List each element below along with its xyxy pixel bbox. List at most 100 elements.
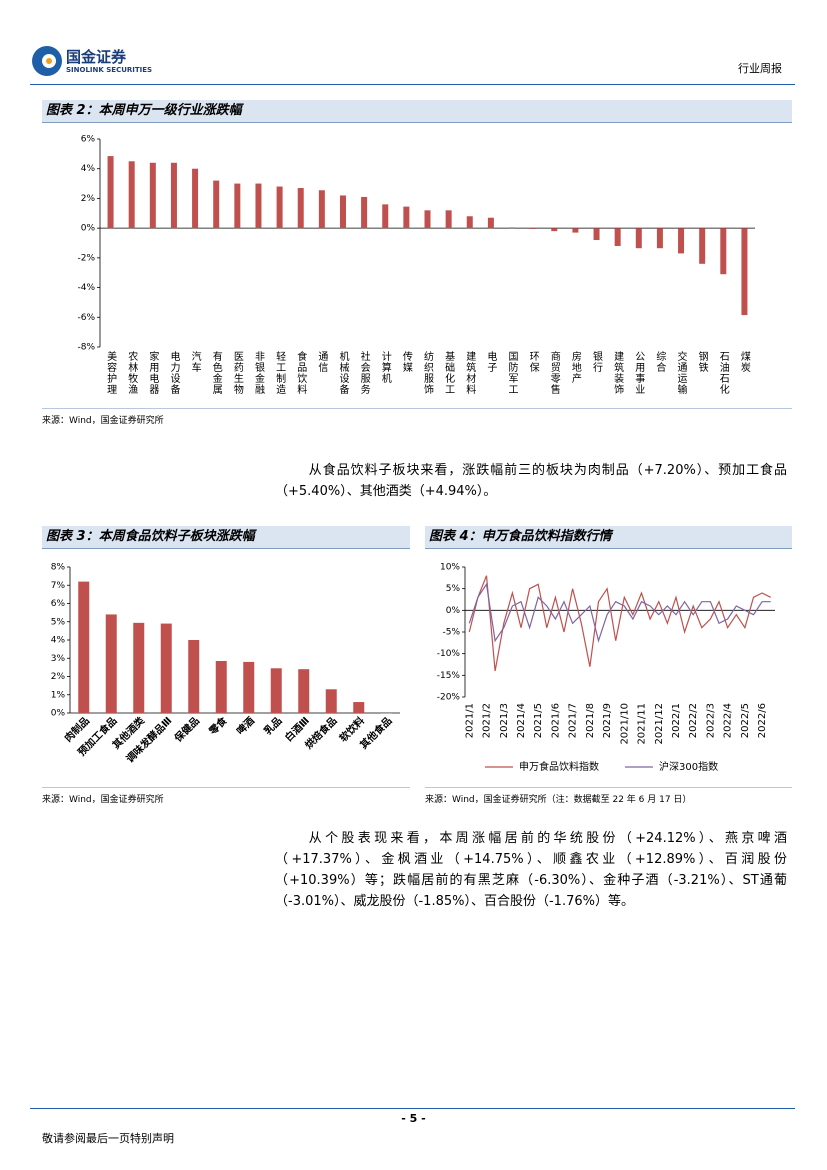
bar [170,162,177,229]
bar [149,162,156,229]
x-tick-label: 2021/5 [533,703,544,738]
x-tick-label: 交通运输 [675,350,687,395]
footer-line [30,1108,795,1109]
x-tick-label: 农林牧渔 [126,350,138,395]
x-tick-label: 2021/3 [499,703,510,738]
disclaimer: 敬请参阅最后一页特别声明 [42,1132,174,1145]
bar [107,156,114,229]
bar [234,183,241,229]
x-tick-label: 银行 [591,350,603,373]
x-tick-label: 保健品 [171,714,202,745]
x-tick-label: 房地产 [569,350,581,384]
x-tick-label: 食品饮料 [295,350,307,395]
x-tick-label: 国防军工 [506,351,518,395]
y-tick-label: 1% [51,690,66,700]
x-tick-label: 2021/7 [568,703,579,738]
x-tick-label: 2021/1 [464,703,475,738]
x-tick-label: 2022/2 [688,703,699,738]
x-tick-label: 2022/6 [757,703,768,738]
bar [699,228,706,264]
y-tick-label: 6% [81,135,96,145]
bar [741,228,748,316]
bar [243,661,255,713]
chart: -8% -6% -4% -2% 0% 2% 4% 6% 美容护理 农林牧渔 家用电器 电力设备 汽车 有色… [77,135,755,395]
x-tick-label: 调味发酵品Ⅲ [123,714,174,765]
legend-label: 申万食品饮料指数 [519,760,599,773]
bar [276,186,283,229]
x-tick-label: 2021/12 [654,703,665,745]
bar [380,713,392,714]
y-tick-label: 2% [81,194,96,204]
x-tick-label: 2021/10 [619,703,630,745]
figure-source: 来源：Wind，国金证券研究所 [42,787,410,805]
x-tick-label: 美容护理 [105,350,117,395]
company-en: SINOLINK SECURITIES [66,66,153,74]
x-tick-label: 医药生物 [231,351,243,395]
x-tick-label: 通信 [316,351,328,373]
x-tick-label: 传媒 [400,351,412,373]
y-tick-label: -15% [437,671,461,681]
x-tick-label: 机械设备 [337,350,349,395]
x-tick-label: 建筑装饰 [612,350,624,395]
bar [424,210,431,229]
bar [656,228,663,249]
x-tick-label: 2022/3 [705,703,716,738]
y-tick-label: -5% [442,628,460,638]
y-tick-label: 3% [51,654,66,664]
x-tick-label: 非银金融 [252,351,264,395]
x-tick-label: 基础化工 [443,350,455,395]
y-tick-label: 6% [51,599,66,609]
y-tick-label: 0% [81,224,96,234]
bar [318,190,325,229]
bar [445,210,452,229]
y-tick-label: -8% [77,343,95,353]
y-tick-label: 5% [51,617,66,627]
x-tick-label: 石油石化 [717,351,729,395]
x-tick-label: 2021/6 [550,703,561,738]
y-tick-label: 8% [51,563,66,573]
bar [635,228,642,249]
bar [678,228,685,254]
y-tick-label: 4% [81,164,96,174]
bar [720,228,727,275]
y-tick-label: 0% [51,709,66,719]
x-tick-label: 乳品 [261,714,284,737]
bar [530,228,537,229]
y-tick-label: 7% [51,581,66,591]
page-number: - 5 - [401,1112,426,1125]
y-tick-label: -4% [77,283,95,293]
bar [78,581,90,713]
x-tick-label: 2021/8 [585,703,596,738]
bar [160,623,172,713]
y-tick-label: -10% [437,649,461,659]
chart: 0%1%2%3%4%5%6%7%8%肉制品预加工食品其他酒类调味发酵品Ⅲ保健品零… [51,563,400,765]
y-tick-label: -6% [77,313,95,323]
bar [128,161,135,229]
x-tick-label: 2022/4 [723,703,734,738]
x-tick-label: 电力设备 [168,350,180,395]
x-tick-label: 计算机 [379,350,391,384]
bar [509,227,516,229]
x-tick-label: 汽车 [189,350,201,373]
bar [298,669,310,713]
x-tick-label: 社会服务 [358,350,370,395]
figure-title: 图表 4：申万食品饮料指数行情 [425,526,792,549]
paragraph: 从食品饮料子板块来看，涨跌幅前三的板块为肉制品（+7.20%）、预加工食品（+5… [275,463,787,499]
x-tick-label: 2022/5 [740,703,751,738]
chart: -20% -15% -10% -5% 0% 5% 10% 2021/1 2021/2 2021/3… [437,563,775,773]
bar [339,195,346,229]
bar [255,183,262,229]
y-tick-label: 2% [51,672,66,682]
figure-source: 来源：Wind，国金证券研究所 [42,408,792,426]
y-tick-label: 4% [51,636,66,646]
line [468,575,771,672]
bar [105,614,117,713]
x-tick-label: 2021/11 [637,703,648,745]
bar [403,206,410,229]
figure-title: 图表 2：本周申万一级行业涨跌幅 [42,100,792,123]
bar [382,204,389,229]
x-tick-label: 有色金属 [210,350,222,395]
bar [353,702,365,713]
x-tick-label: 家用电器 [147,350,159,395]
